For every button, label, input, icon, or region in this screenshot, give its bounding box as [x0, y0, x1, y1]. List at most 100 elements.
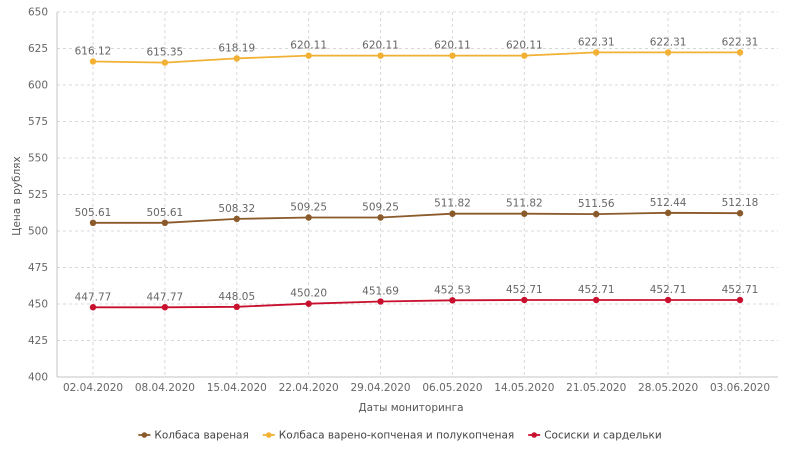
x-tick-label: 22.04.2020 — [279, 382, 339, 394]
data-point[interactable] — [736, 49, 744, 56]
data-label: 622.31 — [650, 36, 687, 48]
data-point[interactable] — [305, 214, 312, 221]
y-tick-label: 475 — [28, 262, 48, 274]
data-label: 452.71 — [506, 284, 543, 296]
legend-item[interactable]: Колбаса варено-копченая и полукопченая — [262, 430, 514, 442]
data-point[interactable] — [593, 49, 600, 56]
y-tick-label: 500 — [28, 226, 48, 238]
y-tick-label: 575 — [28, 116, 48, 128]
x-tick-label: 21.05.2020 — [566, 382, 626, 394]
data-label: 450.20 — [290, 288, 327, 300]
data-point[interactable] — [736, 210, 744, 217]
data-label: 452.71 — [650, 284, 687, 296]
y-tick-label: 600 — [28, 80, 48, 92]
y-tick-label: 525 — [28, 189, 48, 201]
data-label: 512.18 — [722, 197, 759, 209]
data-point[interactable] — [377, 298, 384, 305]
data-point[interactable] — [449, 52, 456, 59]
data-point[interactable] — [89, 58, 97, 65]
data-point[interactable] — [161, 59, 169, 66]
data-label: 452.53 — [434, 284, 471, 296]
legend-item[interactable]: Колбаса вареная — [138, 430, 249, 442]
data-label: 511.82 — [506, 198, 543, 210]
grid — [57, 11, 778, 377]
series-line — [93, 299, 740, 309]
data-point[interactable] — [736, 296, 744, 304]
legend-label: Колбаса вареная — [154, 430, 248, 442]
y-tick-label: 550 — [28, 153, 48, 165]
series-line — [93, 211, 741, 224]
data-label: 511.82 — [434, 198, 471, 210]
data-label: 447.77 — [75, 291, 112, 303]
legend: Колбаса вареная Колбаса варено-копченая и… — [138, 430, 662, 442]
data-label: 451.69 — [362, 286, 399, 298]
data-point[interactable] — [593, 210, 600, 218]
legend-marker — [266, 432, 272, 438]
data-point[interactable] — [449, 297, 456, 304]
data-label: 618.19 — [218, 42, 255, 54]
data-point[interactable] — [664, 49, 672, 56]
x-tick-label: 06.05.2020 — [422, 382, 482, 394]
x-tick-label: 08.04.2020 — [135, 382, 195, 394]
axes: 400 425 450 475 500 525 550 575 600 625 650 02.04.2… — [28, 7, 778, 394]
y-tick-label: 650 — [28, 7, 48, 19]
data-label: 620.11 — [290, 40, 327, 52]
y-tick-label: 450 — [28, 299, 48, 311]
y-tick-label: 425 — [28, 335, 48, 347]
data-point[interactable] — [161, 304, 169, 311]
data-point[interactable] — [521, 210, 528, 217]
x-axis-title: Даты мониторинга — [358, 402, 463, 414]
data-label: 508.32 — [218, 203, 255, 215]
data-label: 620.11 — [506, 40, 543, 52]
data-label: 505.61 — [147, 207, 184, 219]
series-group — [89, 296, 744, 311]
data-label: 615.35 — [147, 47, 184, 59]
data-point[interactable] — [161, 219, 169, 227]
x-tick-label: 15.04.2020 — [207, 382, 267, 394]
data-point[interactable] — [233, 215, 240, 223]
data-point[interactable] — [377, 52, 384, 59]
series-group — [89, 49, 744, 66]
legend-label: Колбаса варено-копченая и полукопченая — [279, 430, 514, 442]
data-labels: 505.61 505.61 508.32 509.25 509.25 511.82 511.… — [75, 36, 759, 303]
x-tick-label: 14.05.2020 — [494, 382, 554, 394]
data-label: 511.56 — [578, 198, 615, 210]
data-label: 448.05 — [218, 291, 255, 303]
data-point[interactable] — [521, 52, 528, 59]
data-point[interactable] — [89, 219, 97, 227]
data-label: 452.71 — [578, 284, 615, 296]
data-point[interactable] — [233, 55, 240, 62]
data-label: 509.25 — [290, 201, 327, 213]
data-label: 620.11 — [362, 40, 399, 52]
data-label: 512.44 — [650, 197, 687, 209]
data-label: 447.77 — [147, 291, 184, 303]
data-point[interactable] — [305, 300, 312, 307]
data-label: 452.71 — [722, 284, 759, 296]
data-point[interactable] — [449, 210, 456, 217]
y-axis-title: Цена в рублях — [11, 156, 23, 235]
data-point[interactable] — [233, 303, 240, 311]
series-group — [89, 209, 744, 227]
legend-item[interactable]: Сосиски и сардельки — [528, 430, 662, 442]
data-label: 622.31 — [578, 36, 615, 48]
data-point[interactable] — [593, 296, 600, 304]
data-label: 620.11 — [434, 40, 471, 52]
legend-label: Сосиски и сардельки — [544, 430, 661, 442]
data-point[interactable] — [664, 209, 672, 217]
series-line — [92, 51, 740, 64]
x-tick-label: 29.04.2020 — [350, 382, 410, 394]
x-tick-label: 28.05.2020 — [638, 382, 698, 394]
data-label: 616.12 — [75, 45, 112, 57]
data-point[interactable] — [89, 304, 97, 311]
legend-marker — [141, 432, 148, 438]
series-layer — [89, 49, 744, 311]
y-tick-label: 400 — [28, 372, 48, 384]
data-point[interactable] — [521, 296, 528, 304]
data-point[interactable] — [305, 52, 312, 59]
data-label: 505.61 — [75, 207, 112, 219]
data-point[interactable] — [377, 214, 384, 221]
data-label: 622.31 — [722, 36, 759, 48]
data-point[interactable] — [664, 296, 672, 304]
y-tick-label: 625 — [28, 43, 48, 55]
x-tick-label: 02.04.2020 — [63, 382, 123, 394]
